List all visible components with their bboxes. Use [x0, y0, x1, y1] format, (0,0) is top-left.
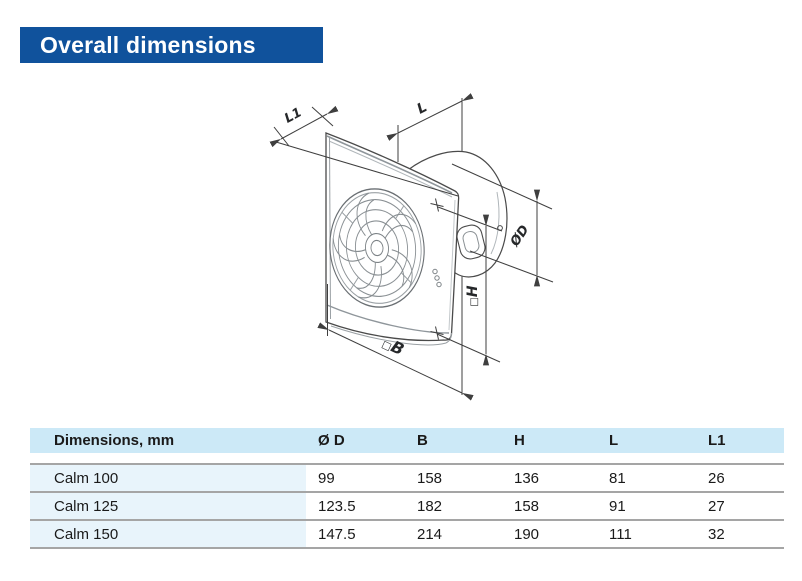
grille: [329, 188, 425, 308]
value-h: 136: [502, 463, 597, 492]
dim-label-d: ØD: [507, 223, 532, 250]
duct-inner-rim: [490, 191, 500, 255]
col-header-l1: L1: [696, 428, 784, 453]
col-header-b: B: [405, 428, 502, 453]
model-name: Calm 150: [30, 519, 306, 549]
table-row: Calm 125 123.5 182 158 91 27: [30, 491, 784, 520]
table-header-row: Dimensions, mm Ø D B H L L1: [30, 428, 784, 453]
col-header-h: H: [502, 428, 597, 453]
value-d: 99: [306, 463, 405, 492]
dim-line-l: [386, 93, 474, 141]
spacer-row: [30, 453, 784, 464]
value-l: 91: [597, 491, 696, 520]
value-l1: 26: [696, 463, 784, 492]
dim-label-h: □H: [465, 285, 481, 306]
extension-line-h-top: [437, 206, 503, 232]
value-l: 111: [597, 519, 696, 549]
extension-line-l1: [275, 141, 459, 197]
model-name: Calm 125: [30, 491, 306, 520]
value-b: 158: [405, 463, 502, 492]
indicator-dots: [432, 268, 442, 288]
value-d: 123.5: [306, 491, 405, 520]
section-title-banner: Overall dimensions: [20, 27, 323, 63]
table-row: Calm 100 99 158 136 81 26: [30, 463, 784, 492]
dim-line-l1: [269, 105, 339, 148]
panel-left-edge-inner: [329, 137, 331, 320]
value-l1: 27: [696, 491, 784, 520]
model-name: Calm 100: [30, 463, 306, 492]
value-l1: 32: [696, 519, 784, 549]
impeller-blades: [332, 192, 417, 299]
value-b: 182: [405, 491, 502, 520]
col-header-dimensions: Dimensions, mm: [30, 428, 306, 453]
col-header-d: Ø D: [306, 428, 405, 453]
dim-label-l: L: [415, 99, 430, 117]
dim-label-l1: L1: [282, 105, 304, 126]
value-l: 81: [597, 463, 696, 492]
dimension-lines: [269, 93, 554, 401]
dimensions-table: Dimensions, mm Ø D B H L L1 Calm 100 99 …: [30, 428, 784, 549]
col-header-l: L: [597, 428, 696, 453]
panel-right-edge-inner: [448, 199, 456, 331]
dim-line-b: [317, 322, 474, 401]
table-row: Calm 150 147.5 214 190 111 32: [30, 519, 784, 549]
grille-arms: [341, 205, 413, 291]
value-d: 147.5: [306, 519, 405, 549]
extension-line-h-bottom: [436, 333, 501, 363]
value-h: 158: [502, 491, 597, 520]
value-b: 214: [405, 519, 502, 549]
panel-top-crease: [326, 135, 453, 194]
section-title: Overall dimensions: [40, 32, 256, 58]
value-h: 190: [502, 519, 597, 549]
